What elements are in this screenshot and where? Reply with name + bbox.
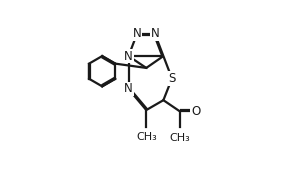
Text: S: S [168, 72, 176, 85]
Text: N: N [150, 27, 159, 40]
Text: N: N [124, 82, 133, 95]
Text: CH₃: CH₃ [136, 132, 157, 142]
Text: N: N [133, 27, 141, 40]
Text: N: N [124, 50, 133, 63]
Text: CH₃: CH₃ [169, 133, 190, 143]
Text: O: O [191, 105, 200, 118]
